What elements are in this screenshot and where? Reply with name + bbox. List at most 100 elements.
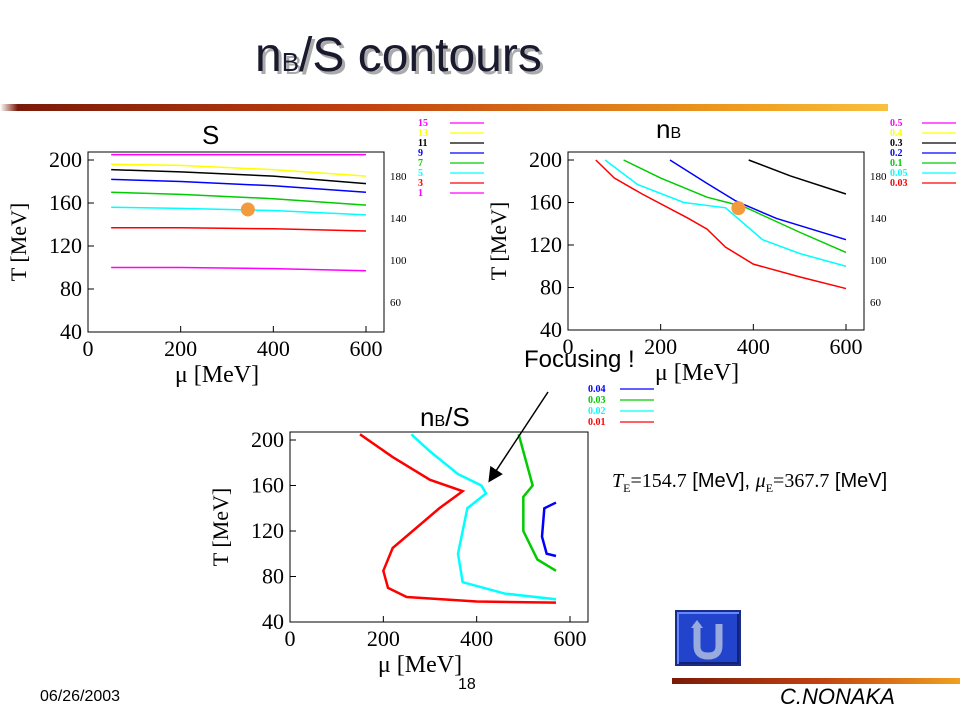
y-tick-label: 120	[529, 232, 562, 257]
contour-0.02	[410, 433, 557, 601]
contour-7	[111, 191, 367, 206]
plot-frame	[289, 431, 589, 623]
right-scale-label: 180	[390, 171, 407, 183]
x-tick-label: 0	[563, 334, 574, 359]
x-axis-label: μ [MeV]	[175, 362, 259, 388]
chart-nb-contours: 0 200 400 600 40 80 120 160 200 180 140 100 60 μ [MeV…	[486, 118, 956, 386]
contour-0.01	[359, 433, 557, 604]
legend-label: 7	[418, 158, 423, 169]
right-scale-label: 180	[870, 171, 887, 183]
contour-0.05	[604, 159, 847, 267]
legend-label: 9	[418, 148, 423, 159]
x-tick-label: 600	[554, 626, 587, 651]
title-accent-bar	[0, 104, 888, 111]
back-button[interactable]	[675, 610, 741, 666]
legend-label: 0.2	[890, 148, 903, 159]
contour-0.03	[595, 159, 847, 290]
legend-label: 1	[418, 188, 423, 199]
critical-point-values: TE=154.7 [MeV], μE=367.7 [MeV]	[612, 470, 888, 495]
focusing-annotation: Focusing !	[524, 346, 635, 373]
legend-label: 0.05	[890, 168, 908, 179]
contour-11	[111, 168, 367, 185]
right-scale-label: 100	[870, 255, 887, 267]
series-group	[111, 153, 367, 272]
legend-label: 0.4	[890, 128, 903, 139]
chart-s-contours: 0 200 400 600 40 80 120 160 200 180 140 100 60 μ [MeV…	[6, 118, 484, 388]
y-tick-label: 160	[251, 473, 284, 498]
plot-frame	[87, 151, 385, 333]
x-tick-label: 200	[164, 336, 197, 361]
critical-point-marker	[731, 201, 746, 216]
series-group	[595, 159, 847, 290]
y-axis-label: T [MeV]	[6, 203, 31, 281]
y-tick-label: 40	[60, 319, 82, 344]
contour-5	[111, 206, 367, 216]
u-turn-icon	[691, 620, 723, 660]
y-tick-label: 80	[262, 564, 284, 589]
y-tick-label: 40	[262, 609, 284, 634]
y-tick-label: 80	[540, 275, 562, 300]
x-axis-label: μ [MeV]	[378, 652, 462, 678]
x-axis-label: μ [MeV]	[655, 360, 739, 386]
legend-label: 0.01	[588, 417, 606, 428]
contour-13	[111, 163, 367, 177]
contour-9	[111, 178, 367, 193]
right-scale-label: 60	[390, 297, 402, 309]
contour-0.03	[517, 433, 557, 572]
x-tick-label: 200	[367, 626, 400, 651]
y-tick-label: 200	[49, 147, 82, 172]
legend-label: 0.1	[890, 158, 903, 169]
right-scale-label: 140	[870, 213, 887, 225]
y-tick-label: 200	[529, 147, 562, 172]
legend-label: 15	[418, 118, 428, 129]
contour-1	[111, 266, 367, 272]
y-axis-label: T [MeV]	[486, 202, 511, 280]
series-group	[359, 433, 557, 604]
contour-0.2	[669, 159, 847, 241]
slide-title: nB/S contours	[255, 29, 542, 82]
page-number: 18	[458, 676, 476, 693]
x-tick-label: 0	[285, 626, 296, 651]
legend-label: 0.04	[588, 384, 606, 395]
plot-frame	[567, 151, 865, 331]
right-scale-label: 100	[390, 255, 407, 267]
x-tick-label: 600	[830, 334, 863, 359]
y-tick-label: 120	[251, 518, 284, 543]
contour-0.04	[540, 501, 557, 558]
footer-date: 06/26/2003	[40, 688, 121, 705]
panel-label-nb: nB	[656, 114, 682, 144]
focusing-arrow	[488, 391, 549, 483]
panel-label-nbs: nB/S	[420, 402, 470, 432]
x-tick-label: 600	[350, 336, 383, 361]
y-tick-label: 160	[529, 190, 562, 215]
legend-label: 11	[418, 138, 427, 149]
right-scale-label: 60	[870, 297, 882, 309]
contour-3	[111, 226, 367, 232]
y-tick-label: 40	[540, 317, 562, 342]
right-scale-label: 140	[390, 213, 407, 225]
footer-accent-bar	[672, 678, 960, 684]
y-tick-label: 80	[60, 276, 82, 301]
panel-label-s: S	[202, 120, 220, 150]
x-tick-label: 400	[460, 626, 493, 651]
x-tick-label: 200	[644, 334, 677, 359]
legend-label: 0.02	[588, 406, 606, 417]
author-name: C.NONAKA	[780, 684, 895, 709]
x-tick-label: 400	[257, 336, 290, 361]
y-tick-label: 120	[49, 233, 82, 258]
legend-label: 5	[418, 168, 423, 179]
legend-label: 0.5	[890, 118, 903, 129]
legend-label: 3	[418, 178, 423, 189]
legend-label: 0.3	[890, 138, 903, 149]
x-tick-label: 0	[83, 336, 94, 361]
legend-label: 0.03	[588, 395, 606, 406]
legend-label: 13	[418, 128, 428, 139]
y-axis-label: T [MeV]	[208, 488, 233, 566]
critical-point-marker	[240, 202, 255, 217]
legend-label: 0.03	[890, 178, 908, 189]
y-tick-label: 200	[251, 427, 284, 452]
focusing-arrow-line	[488, 391, 549, 483]
y-tick-label: 160	[49, 190, 82, 215]
